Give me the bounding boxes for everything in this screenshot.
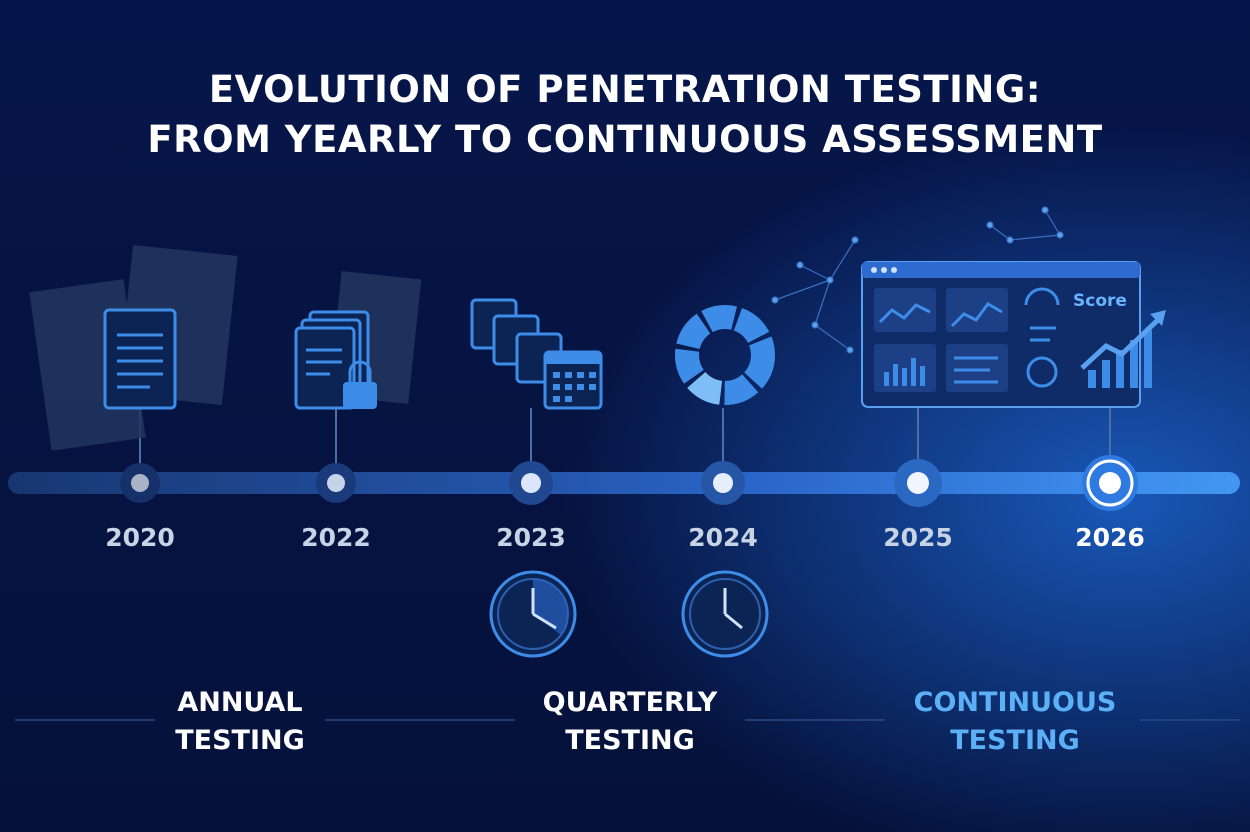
phase-label: QUARTERLY <box>543 687 718 718</box>
phase-label: ANNUAL <box>177 687 302 718</box>
year-label: 2022 <box>301 523 371 552</box>
year-label: 2025 <box>883 523 953 552</box>
dashboard-icon: Score <box>861 261 1166 408</box>
year-label: 2023 <box>496 523 566 552</box>
clock-icon <box>489 570 577 658</box>
title-line: EVOLUTION OF PENETRATION TESTING: <box>209 68 1041 111</box>
network <box>771 206 1064 354</box>
documents-icon <box>29 244 238 451</box>
phase-label: CONTINUOUS <box>914 687 1117 718</box>
calendars-icon <box>470 298 603 410</box>
timeline-bar <box>8 472 1240 494</box>
phase-label: TESTING <box>565 725 695 756</box>
phase-label: TESTING <box>175 725 305 756</box>
year-label: 2024 <box>688 523 758 552</box>
donut-icon <box>675 305 775 405</box>
year-label: 2020 <box>105 523 175 552</box>
timeline-nodes <box>120 455 1138 511</box>
secured-documents-icon <box>294 271 422 410</box>
clock-icon <box>681 570 769 658</box>
year-label: 2026 <box>1075 523 1145 552</box>
title-line: FROM YEARLY TO CONTINUOUS ASSESSMENT <box>147 118 1103 161</box>
phase-label: TESTING <box>950 725 1080 756</box>
dashboard-label: Score <box>1073 291 1127 311</box>
